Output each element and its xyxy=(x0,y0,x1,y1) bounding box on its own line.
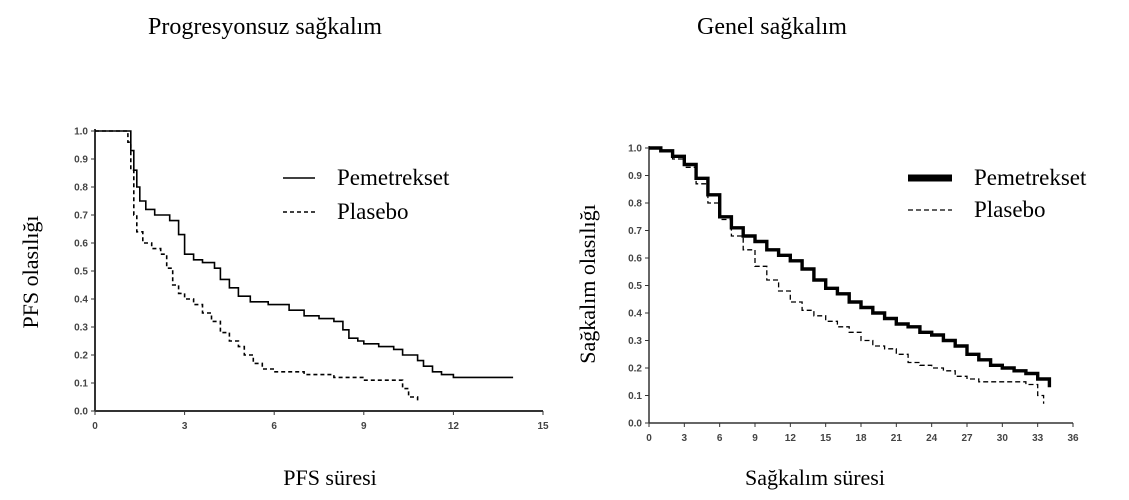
legend-label-pemetrekset: Pemetrekset xyxy=(337,165,450,190)
y-tick-label: 0.4 xyxy=(628,309,642,320)
x-tick-label: 9 xyxy=(361,421,367,432)
x-axis-title: PFS süresi xyxy=(283,465,377,490)
series-line-plasebo xyxy=(95,130,419,403)
legend-label-pemetrekset: Pemetrekset xyxy=(974,165,1087,190)
x-tick-label: 9 xyxy=(752,433,758,444)
x-tick-label: 3 xyxy=(182,421,188,432)
x-tick-label: 24 xyxy=(926,433,938,444)
y-tick-label: 0.8 xyxy=(628,199,642,210)
os-chart-panel: Genel sağkalım 0.0 0.1 0.2 0.3 0.4 0.5 0.6 0.7 0… xyxy=(565,0,1129,500)
x-tick-label: 36 xyxy=(1067,433,1079,444)
y-tick-label: 0.0 xyxy=(74,407,88,418)
y-axis-title: PFS olasılığı xyxy=(18,215,43,328)
y-tick-label: 0.5 xyxy=(628,281,642,292)
y-tick-label: 0.4 xyxy=(74,295,88,306)
x-tick-label: 15 xyxy=(820,433,832,444)
x-tick-label: 27 xyxy=(961,433,973,444)
y-tick-label: 0.9 xyxy=(74,155,88,166)
y-tick-label: 0.1 xyxy=(74,379,88,390)
y-tick-label: 1.0 xyxy=(74,127,88,138)
y-tick-label: 0.5 xyxy=(74,267,88,278)
y-tick-label: 0.8 xyxy=(74,183,88,194)
x-tick-label: 15 xyxy=(537,421,549,432)
y-tick-label: 1.0 xyxy=(628,144,642,155)
y-tick-label: 0.0 xyxy=(628,419,642,430)
y-tick-label: 0.7 xyxy=(628,226,642,237)
y-tick-label: 0.3 xyxy=(74,323,88,334)
x-tick-label: 6 xyxy=(717,433,723,444)
x-tick-label: 3 xyxy=(682,433,688,444)
y-tick-label: 0.6 xyxy=(628,254,642,265)
y-tick-label: 0.9 xyxy=(628,171,642,182)
series-line-plasebo xyxy=(649,147,1045,404)
legend-label-plasebo: Plasebo xyxy=(974,197,1046,222)
y-tick-label: 0.3 xyxy=(628,336,642,347)
x-tick-label: 21 xyxy=(891,433,903,444)
x-tick-label: 0 xyxy=(646,433,652,444)
y-tick-label: 0.1 xyxy=(628,391,642,402)
pfs-chart-panel: Progresyonsuz sağkalım 0.0 0.1 0.2 0.3 0.4 0.… xyxy=(18,14,549,491)
y-tick-label: 0.2 xyxy=(74,351,88,362)
x-tick-label: 0 xyxy=(92,421,98,432)
legend-label-plasebo: Plasebo xyxy=(337,199,409,224)
x-tick-label: 12 xyxy=(448,421,460,432)
os-chart-svg: 0.00.10.20.30.40.50.60.70.80.91.00 3 6 9 12 1… xyxy=(575,144,1087,491)
x-tick-label: 12 xyxy=(785,433,797,444)
x-axis-title: Sağkalım süresi xyxy=(745,465,885,490)
series-line-pemetrekset xyxy=(649,146,1052,388)
y-tick-label: 0.7 xyxy=(74,211,88,222)
chart-title: Progresyonsuz sağkalım xyxy=(148,14,382,40)
x-tick-label: 18 xyxy=(855,433,867,444)
x-tick-label: 6 xyxy=(271,421,277,432)
series-line-pemetrekset xyxy=(95,130,514,379)
x-tick-label: 30 xyxy=(997,433,1009,444)
chart-title: Genel sağkalım xyxy=(697,14,847,40)
y-tick-label: 0.6 xyxy=(74,239,88,250)
pfs-chart-svg: 0.0 0.1 0.2 0.3 0.4 0.5 0.6 0.7 0.8 0.9 1.0 0 3 6 9 12 1… xyxy=(18,127,549,491)
y-tick-label: 0.2 xyxy=(628,364,642,375)
y-axis-title: Sağkalım olasılığı xyxy=(575,204,600,364)
x-tick-label: 33 xyxy=(1032,433,1044,444)
